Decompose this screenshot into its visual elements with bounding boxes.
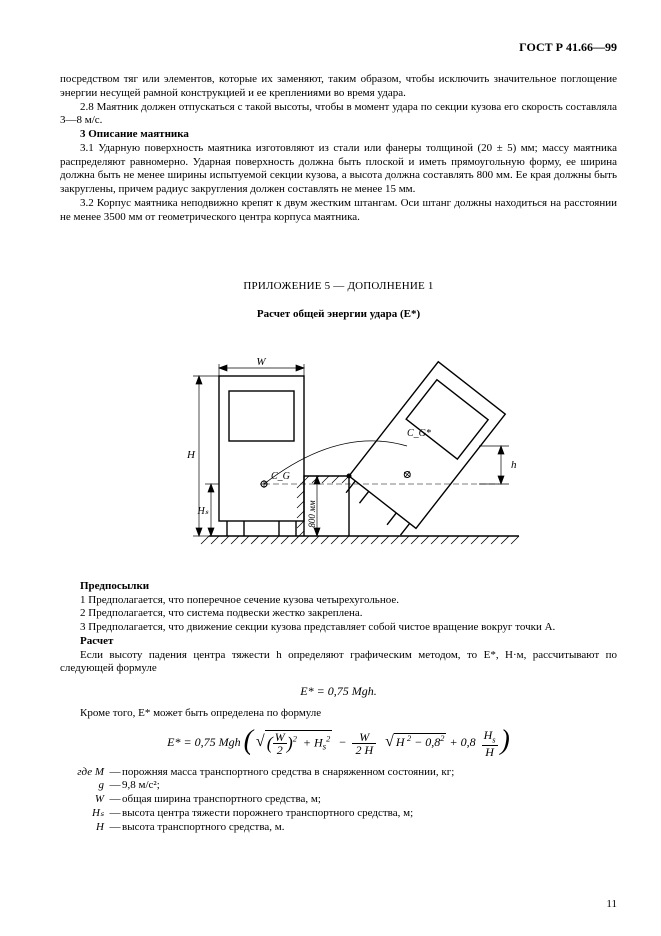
clause-num: 2.8: [80, 101, 97, 113]
sym-w: W: [60, 793, 108, 807]
dash-icon: —: [108, 766, 122, 780]
clause-text: Маятник должен отпускаться с такой высот…: [60, 101, 617, 127]
clause-num: 3.2: [80, 197, 97, 209]
label-cg-star: C_G*: [407, 428, 431, 439]
appendix-title: ПРИЛОЖЕНИЕ 5 — ДОПОЛНЕНИЕ 1: [60, 280, 617, 294]
def-w: общая ширина транспортного средства, м;: [122, 793, 617, 807]
sym-g: g: [60, 779, 108, 793]
sym-h: H: [60, 821, 108, 835]
sym-hs: Hₛ: [60, 807, 108, 821]
where-row: g — 9,8 м/с²;: [60, 779, 617, 793]
label-h-small: h: [511, 459, 517, 471]
def-hs: высота центра тяжести порожнего транспор…: [122, 807, 617, 821]
dash-icon: —: [108, 821, 122, 835]
where-lead: где: [77, 766, 92, 778]
clause-text: Ударную поверхность маятника изготовляют…: [60, 142, 617, 195]
premise-1: 1 Предполагается, что поперечное сечение…: [60, 594, 617, 608]
dash-icon: —: [108, 779, 122, 793]
formula-note: Кроме того, E* может быть определена по …: [60, 707, 617, 721]
label-800mm: 800 мм: [307, 500, 317, 527]
calc-title: Расчет: [60, 635, 617, 649]
where-row: где M — порожняя масса транспортного сре…: [60, 766, 617, 780]
formula-1: E* = 0,75 Mgh.: [60, 684, 617, 699]
where-row: W — общая ширина транспортного средства,…: [60, 793, 617, 807]
para-3-1: 3.1 Ударную поверхность маятника изготов…: [60, 142, 617, 197]
page-number: 11: [606, 898, 617, 912]
clause-num: 3.1: [80, 142, 98, 154]
premise-2: 2 Предполагается, что система подвески ж…: [60, 607, 617, 621]
clause-text: Корпус маятника неподвижно крепят к двум…: [60, 197, 617, 223]
appendix-subtitle: Расчет общей энергии удара (E*): [60, 308, 617, 322]
dash-icon: —: [108, 807, 122, 821]
sym-m: M: [95, 766, 104, 778]
label-w: W: [256, 356, 266, 368]
formula-2: E* = 0,75 Mgh ( √ ( W 2 )2 + Hs2 − W 2 H…: [60, 729, 617, 758]
where-row: Hₛ — высота центра тяжести порожнего тра…: [60, 807, 617, 821]
where-block: где M — порожняя масса транспортного сре…: [60, 766, 617, 835]
paragraph-continuation: посредством тяг или элементов, которые и…: [60, 73, 617, 101]
calc-intro: Если высоту падения центра тяжести h опр…: [60, 649, 617, 677]
section-3-title: 3 Описание маятника: [60, 128, 617, 142]
premises-title: Предпосылки: [60, 580, 617, 594]
where-row: H — высота транспортного средства, м.: [60, 821, 617, 835]
energy-diagram: 800 мм C_G: [149, 336, 529, 566]
premise-3: 3 Предполагается, что движение секции ку…: [60, 621, 617, 635]
def-g: 9,8 м/с²;: [122, 779, 617, 793]
document-code: ГОСТ Р 41.66—99: [60, 40, 617, 55]
para-3-2: 3.2 Корпус маятника неподвижно крепят к …: [60, 197, 617, 225]
def-m: порожняя масса транспортного средства в …: [122, 766, 617, 780]
label-h-big: H: [186, 449, 196, 461]
figure-container: 800 мм C_G: [60, 336, 617, 566]
page: ГОСТ Р 41.66—99 посредством тяг или элем…: [0, 0, 661, 936]
def-h: высота транспортного средства, м.: [122, 821, 617, 835]
label-hs: Hₛ: [196, 506, 208, 517]
dash-icon: —: [108, 793, 122, 807]
para-2-8: 2.8 Маятник должен отпускаться с такой в…: [60, 101, 617, 129]
